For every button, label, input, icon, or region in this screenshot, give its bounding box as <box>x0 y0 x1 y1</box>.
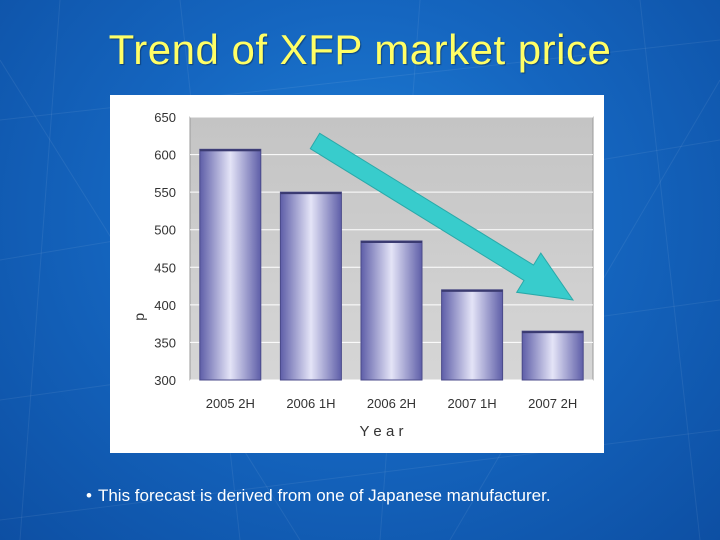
chart-panel: 300 350 400 450 500 550 600 650 2005 2H 2006 1H 20… <box>110 95 604 453</box>
bar <box>199 148 262 381</box>
y-tick-label: 450 <box>154 260 176 275</box>
y-tick-label: 300 <box>154 373 176 388</box>
slide-title: Trend of XFP market price <box>108 26 612 73</box>
x-tick-label: 2006 1H <box>286 396 335 411</box>
bar <box>360 240 423 381</box>
x-axis-label: Y e a r <box>360 423 404 440</box>
y-axis-label: p <box>131 313 147 321</box>
bar <box>441 289 504 381</box>
y-tick-label: 350 <box>154 335 176 350</box>
x-tick-label: 2007 2H <box>528 396 577 411</box>
bullet: • <box>86 486 92 505</box>
x-tick-label: 2006 2H <box>367 396 416 411</box>
y-tick-label: 600 <box>154 148 176 163</box>
y-tick-label: 400 <box>154 298 176 313</box>
y-tick-label: 550 <box>154 185 176 200</box>
bar <box>521 330 584 381</box>
bar-top-edge <box>361 240 422 243</box>
bar-top-edge <box>199 149 261 152</box>
x-tick-label: 2005 2H <box>206 396 255 411</box>
footnote: • This forecast is derived from one of Ja… <box>86 486 551 506</box>
footnote-text: This forecast is derived from one of Jap… <box>97 486 551 505</box>
bar-chart: 300 350 400 450 500 550 600 650 2005 2H 2006 1H 20… <box>131 110 594 440</box>
bar-top-edge <box>441 289 503 292</box>
y-tick-label: 650 <box>154 110 176 125</box>
bar-top-edge <box>522 331 584 334</box>
x-tick-label: 2007 1H <box>448 396 497 411</box>
bar-top-edge <box>280 192 342 195</box>
y-tick-label: 500 <box>154 223 176 238</box>
trend-arrow <box>309 132 575 301</box>
bar <box>279 191 342 381</box>
